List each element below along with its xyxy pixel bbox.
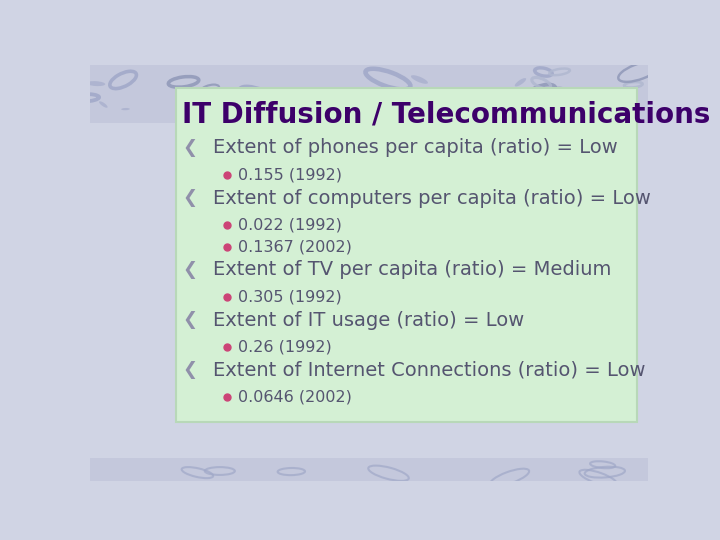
Text: ◆: ◆ — [185, 191, 196, 205]
Bar — [90, 458, 648, 481]
Text: ❮: ❮ — [183, 311, 198, 329]
Ellipse shape — [99, 102, 107, 108]
Text: 0.155 (1992): 0.155 (1992) — [238, 167, 342, 183]
Ellipse shape — [515, 78, 526, 86]
Text: Extent of computers per capita (ratio) = Low: Extent of computers per capita (ratio) =… — [213, 188, 651, 207]
FancyBboxPatch shape — [176, 87, 637, 422]
Text: ❮: ❮ — [183, 261, 198, 279]
Text: 0.022 (1992): 0.022 (1992) — [238, 218, 342, 233]
Ellipse shape — [392, 107, 401, 110]
Text: Extent of Internet Connections (ratio) = Low: Extent of Internet Connections (ratio) =… — [213, 361, 645, 380]
Ellipse shape — [411, 75, 428, 84]
Text: 0.0646 (2002): 0.0646 (2002) — [238, 390, 352, 404]
Ellipse shape — [555, 105, 568, 112]
Text: ◆: ◆ — [185, 363, 196, 377]
Bar — [90, 65, 648, 123]
Text: Extent of TV per capita (ratio) = Medium: Extent of TV per capita (ratio) = Medium — [213, 260, 611, 279]
Text: ❮: ❮ — [183, 139, 198, 157]
Ellipse shape — [536, 112, 545, 114]
Ellipse shape — [86, 81, 105, 86]
Text: ❮: ❮ — [183, 189, 198, 207]
Text: ◆: ◆ — [185, 141, 196, 155]
Text: ❮: ❮ — [183, 361, 198, 379]
Ellipse shape — [121, 108, 130, 110]
Text: 0.26 (1992): 0.26 (1992) — [238, 340, 332, 355]
Ellipse shape — [474, 97, 483, 100]
Ellipse shape — [591, 105, 603, 110]
Text: ◆: ◆ — [185, 263, 196, 277]
Text: 0.305 (1992): 0.305 (1992) — [238, 289, 341, 305]
Text: ◆: ◆ — [185, 313, 196, 327]
Text: 0.1367 (2002): 0.1367 (2002) — [238, 239, 352, 254]
Text: Extent of phones per capita (ratio) = Low: Extent of phones per capita (ratio) = Lo… — [213, 138, 618, 158]
Text: IT Diffusion / Telecommunications: IT Diffusion / Telecommunications — [182, 100, 711, 129]
Text: Extent of IT usage (ratio) = Low: Extent of IT usage (ratio) = Low — [213, 310, 524, 329]
